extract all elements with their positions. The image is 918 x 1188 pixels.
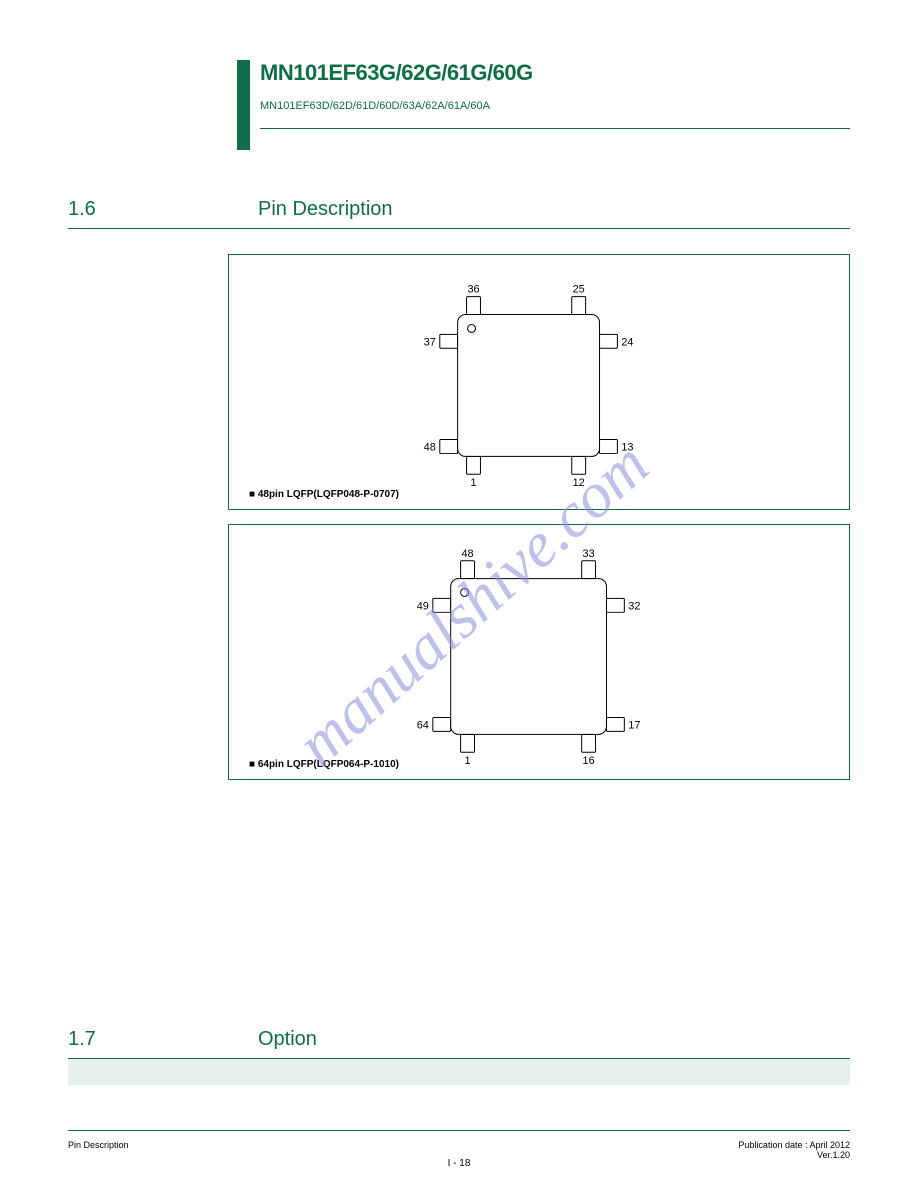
device-subtitle: MN101EF63D/62D/61D/60D/63A/62A/61A/60A (260, 100, 850, 112)
diagram-64pin: 48 33 1 16 49 64 32 17 ■ 64pin LQFP(LQFP064-P-1… (228, 524, 850, 780)
footer-divider (68, 1130, 850, 1131)
svg-text:12: 12 (573, 477, 585, 489)
svg-text:36: 36 (467, 284, 479, 296)
chip-64pin-svg: 48 33 1 16 49 64 32 17 (229, 525, 849, 779)
header-divider (260, 128, 850, 129)
section-number: 1.6 (68, 198, 96, 221)
option-number: 1.7 (68, 1028, 96, 1051)
svg-text:37: 37 (424, 336, 436, 348)
option-band (68, 1059, 850, 1085)
section-title: Pin Description (258, 198, 393, 221)
svg-text:1: 1 (470, 477, 476, 489)
diagram-48pin: 36 25 1 12 37 48 24 13 ■ 48pin LQFP(LQFP048-P-0… (228, 254, 850, 510)
footer-pubdate: Publication date : April 2012 (738, 1140, 850, 1150)
chip-48pin-svg: 36 25 1 12 37 48 24 13 (229, 255, 849, 509)
caption-48pin: ■ 48pin LQFP(LQFP048-P-0707) (249, 489, 399, 500)
page-number: I - 18 (0, 1158, 918, 1169)
svg-text:16: 16 (583, 755, 595, 767)
device-title: MN101EF63G/62G/61G/60G (260, 60, 850, 86)
footer-left: Pin Description (68, 1140, 129, 1150)
option-title: Option (258, 1028, 317, 1051)
page: MN101EF63G/62G/61G/60G MN101EF63D/62D/61… (0, 0, 918, 1188)
footer-right: Publication date : April 2012 Ver.1.20 (738, 1140, 850, 1160)
svg-text:24: 24 (621, 336, 633, 348)
section-divider (68, 228, 850, 229)
svg-text:48: 48 (461, 548, 473, 560)
header-block: MN101EF63G/62G/61G/60G MN101EF63D/62D/61… (260, 60, 850, 129)
svg-text:13: 13 (621, 441, 633, 453)
svg-text:25: 25 (573, 284, 585, 296)
svg-text:17: 17 (628, 719, 640, 731)
svg-text:1: 1 (465, 755, 471, 767)
svg-text:32: 32 (628, 600, 640, 612)
svg-text:48: 48 (424, 441, 436, 453)
svg-text:33: 33 (583, 548, 595, 560)
svg-text:49: 49 (417, 600, 429, 612)
svg-text:64: 64 (417, 719, 429, 731)
header-accent-bar (237, 60, 250, 150)
caption-64pin: ■ 64pin LQFP(LQFP064-P-1010) (249, 759, 399, 770)
